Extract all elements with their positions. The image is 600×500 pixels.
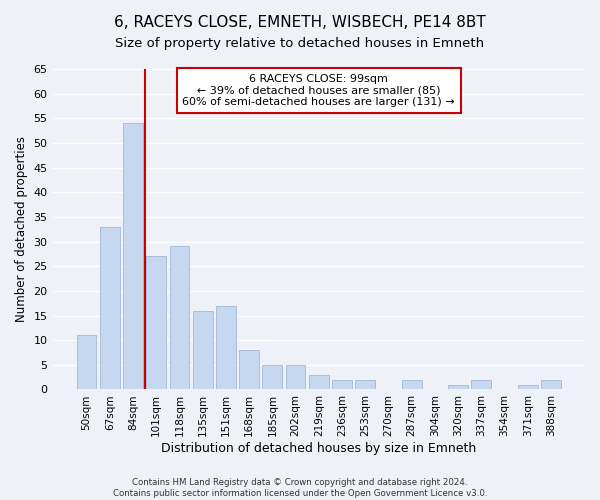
- Bar: [216, 306, 236, 390]
- Text: Contains HM Land Registry data © Crown copyright and database right 2024.
Contai: Contains HM Land Registry data © Crown c…: [113, 478, 487, 498]
- Bar: [355, 380, 375, 390]
- Bar: [146, 256, 166, 390]
- Bar: [77, 335, 97, 390]
- Bar: [309, 374, 329, 390]
- Bar: [193, 310, 212, 390]
- Bar: [123, 123, 143, 390]
- Text: 6 RACEYS CLOSE: 99sqm
← 39% of detached houses are smaller (85)
60% of semi-deta: 6 RACEYS CLOSE: 99sqm ← 39% of detached …: [182, 74, 455, 107]
- Bar: [472, 380, 491, 390]
- Bar: [262, 365, 282, 390]
- Bar: [100, 227, 119, 390]
- X-axis label: Distribution of detached houses by size in Emneth: Distribution of detached houses by size …: [161, 442, 476, 455]
- Text: 6, RACEYS CLOSE, EMNETH, WISBECH, PE14 8BT: 6, RACEYS CLOSE, EMNETH, WISBECH, PE14 8…: [114, 15, 486, 30]
- Bar: [518, 384, 538, 390]
- Bar: [286, 365, 305, 390]
- Y-axis label: Number of detached properties: Number of detached properties: [15, 136, 28, 322]
- Bar: [402, 380, 422, 390]
- Bar: [239, 350, 259, 390]
- Bar: [541, 380, 561, 390]
- Bar: [170, 246, 190, 390]
- Text: Size of property relative to detached houses in Emneth: Size of property relative to detached ho…: [115, 38, 485, 51]
- Bar: [332, 380, 352, 390]
- Bar: [448, 384, 468, 390]
